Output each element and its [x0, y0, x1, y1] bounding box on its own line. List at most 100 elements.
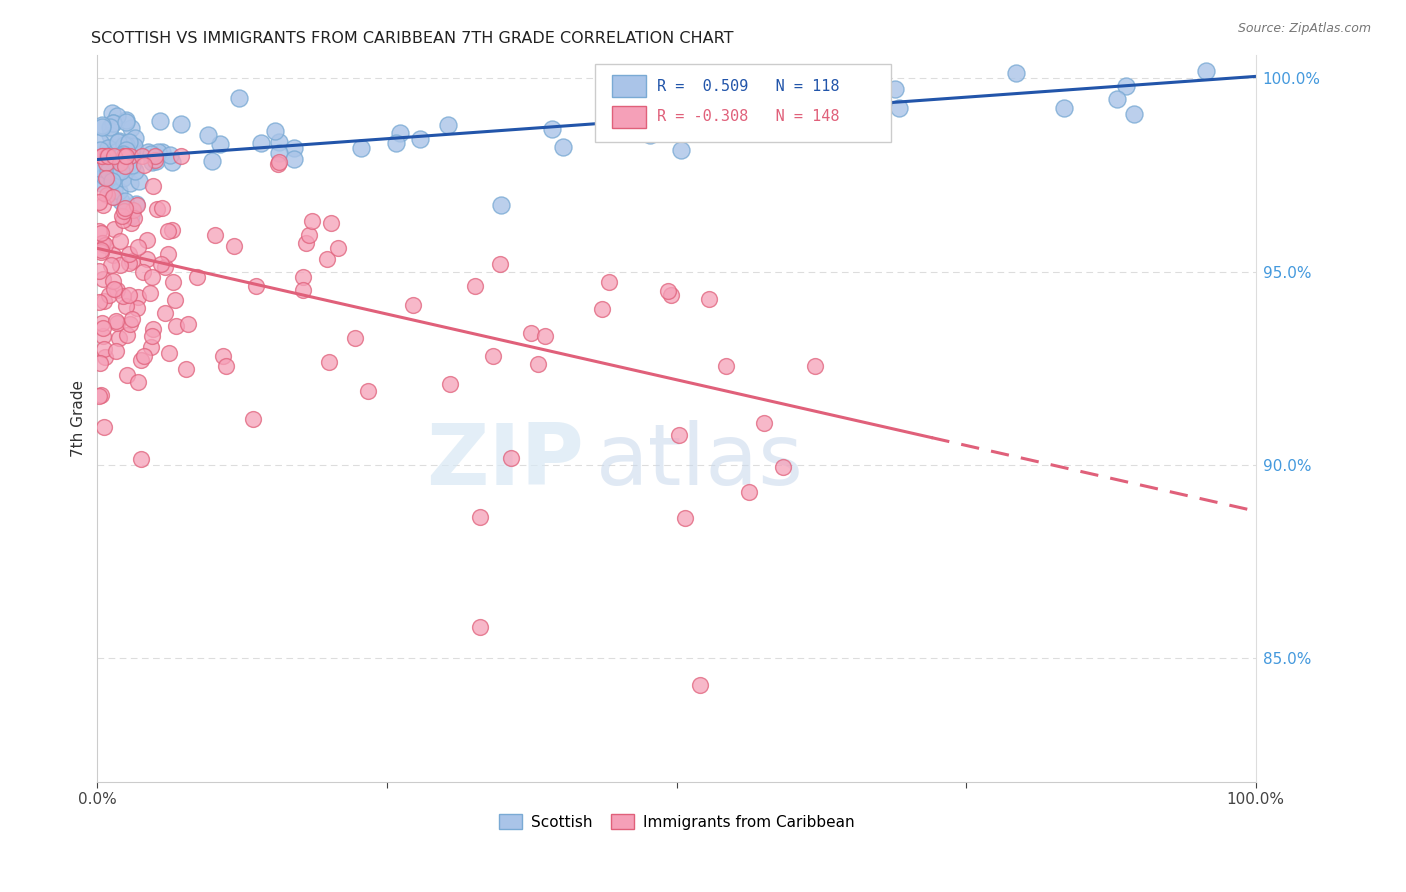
Point	[98, 120, 121, 134]
Point	[159, 148, 181, 162]
FancyBboxPatch shape	[612, 76, 647, 97]
Point	[121, 253, 143, 268]
Point	[91, 235, 114, 250]
Point	[245, 279, 267, 293]
Point	[94, 351, 117, 365]
Point	[96, 148, 118, 162]
Point	[738, 485, 761, 500]
Point	[699, 293, 721, 307]
Point	[90, 243, 112, 257]
Point	[402, 298, 425, 312]
Point	[101, 248, 124, 262]
Point	[108, 163, 131, 178]
Point	[104, 343, 127, 358]
Point	[121, 151, 143, 165]
Point	[103, 183, 125, 197]
Point	[283, 153, 305, 167]
Point	[91, 118, 114, 132]
Point	[112, 137, 135, 152]
Point	[112, 147, 135, 161]
Point	[799, 95, 821, 109]
Point	[326, 241, 349, 255]
Point	[155, 306, 177, 320]
Point	[97, 141, 120, 155]
Point	[98, 288, 121, 302]
Point	[470, 509, 492, 524]
Point	[294, 235, 316, 250]
Point	[668, 427, 690, 442]
Point	[1107, 92, 1129, 106]
Point	[534, 329, 557, 343]
Point	[659, 287, 682, 301]
Point	[89, 356, 111, 370]
Point	[101, 151, 124, 165]
Point	[89, 143, 111, 157]
Point	[94, 171, 117, 186]
Point	[641, 115, 664, 129]
Point	[114, 194, 136, 208]
Point	[90, 176, 112, 190]
Point	[170, 117, 193, 131]
Point	[212, 349, 235, 363]
Point	[91, 321, 114, 335]
Point	[160, 223, 183, 237]
Point	[125, 198, 148, 212]
Point	[115, 148, 138, 162]
Point	[101, 115, 124, 129]
Y-axis label: 7th Grade: 7th Grade	[72, 380, 86, 457]
Point	[112, 148, 135, 162]
Point	[87, 264, 110, 278]
Point	[343, 331, 366, 345]
Point	[101, 190, 124, 204]
Point	[748, 92, 770, 106]
Point	[269, 154, 291, 169]
Point	[91, 236, 114, 251]
Point	[96, 151, 118, 165]
Point	[93, 186, 115, 200]
Point	[90, 157, 112, 171]
Point	[124, 144, 146, 158]
Point	[163, 293, 186, 308]
Point	[120, 121, 142, 136]
Point	[177, 317, 200, 331]
Point	[108, 134, 131, 148]
Point	[111, 213, 134, 227]
Point	[120, 154, 142, 169]
Point	[1053, 101, 1076, 115]
Point	[143, 153, 166, 167]
Point	[100, 174, 122, 188]
FancyBboxPatch shape	[612, 106, 647, 128]
Point	[129, 451, 152, 466]
Point	[97, 160, 120, 174]
Point	[131, 352, 153, 367]
Point	[157, 224, 180, 238]
Point	[114, 115, 136, 129]
Point	[118, 288, 141, 302]
Point	[520, 326, 543, 341]
Point	[120, 210, 142, 224]
Point	[409, 132, 432, 146]
Point	[118, 255, 141, 269]
Point	[103, 282, 125, 296]
Point	[114, 137, 136, 152]
Point	[714, 359, 737, 373]
Point	[120, 317, 142, 331]
Point	[110, 234, 132, 248]
Point	[100, 140, 122, 154]
Point	[673, 511, 696, 525]
Point	[87, 389, 110, 403]
Point	[201, 154, 224, 169]
Point	[127, 290, 149, 304]
Point	[97, 148, 120, 162]
Point	[436, 118, 458, 132]
Point	[107, 144, 129, 158]
Point	[103, 274, 125, 288]
Point	[139, 146, 162, 161]
Point	[90, 388, 112, 402]
Point	[150, 202, 173, 216]
Point	[89, 245, 111, 260]
Point	[165, 319, 187, 334]
Point	[242, 412, 264, 426]
Point	[91, 120, 114, 134]
Point	[114, 299, 136, 313]
